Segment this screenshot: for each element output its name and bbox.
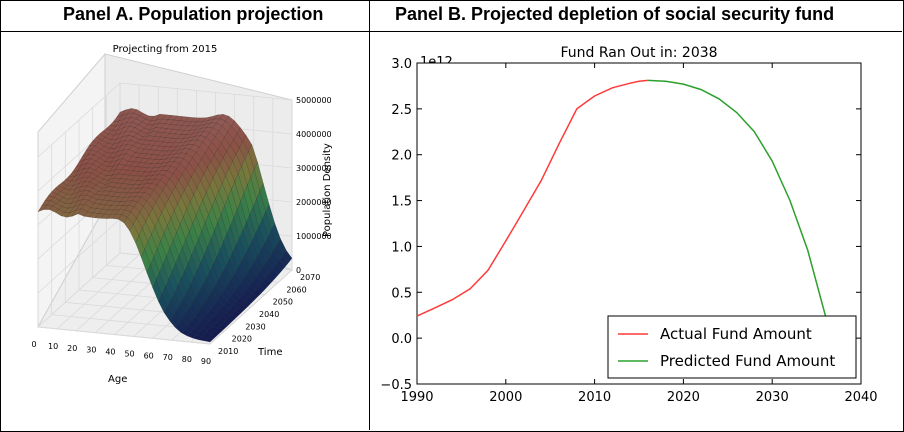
series-line (416, 79, 648, 317)
time-tick-label: 2040 (259, 310, 279, 319)
chart-a-title: Projecting from 2015 (113, 44, 218, 55)
panel-a-title: Panel A. Population projection (63, 4, 324, 24)
time-tick-label: 2070 (300, 273, 320, 282)
age-tick-label: 90 (201, 357, 211, 366)
z-axis-label: Population Density (322, 143, 333, 237)
surface-patch (248, 293, 259, 301)
surface-patch (207, 334, 218, 340)
age-tick-label: 10 (48, 342, 58, 351)
z-tick-label: 4000000 (296, 130, 332, 139)
surface-patch (282, 250, 293, 263)
x-tick-label: 1990 (400, 390, 433, 405)
chart-b-title: Fund Ran Out in: 2038 (560, 45, 717, 61)
header-divider (0, 31, 902, 32)
x-tick-label: 2000 (489, 390, 522, 405)
surface (37, 108, 293, 343)
axes-ticks: 0 10 20 30 40 50 60 70 80 90201020202030204020502… (31, 96, 331, 366)
x-tick-label: 2020 (667, 390, 700, 405)
z-tick-label: 1000000 (296, 232, 332, 241)
surface-patch (227, 314, 238, 321)
age-tick-label: 0 (31, 340, 36, 349)
age-tick-label: 40 (105, 348, 115, 357)
z-tick-label: 2000000 (296, 198, 332, 207)
y-tick-label: 0.0 (391, 332, 412, 347)
z-tick-label: 5000000 (296, 96, 332, 105)
y-tick-label: 1.5 (391, 195, 412, 210)
x-axis-label: Age (108, 374, 127, 385)
age-tick-label: 80 (182, 355, 192, 364)
y-tick-label: 1.0 (391, 240, 412, 255)
population-surface-chart: Projecting from 2015 0 10 20 30 40 50 60 70 80 90… (31, 44, 333, 385)
time-tick-label: 2050 (273, 298, 293, 307)
age-tick-label: 20 (67, 344, 77, 353)
surface-patch (262, 277, 272, 287)
panel-divider (369, 0, 370, 430)
surface-patch (224, 317, 235, 324)
y-tick-label: 2.0 (391, 149, 412, 164)
panel-b-title: Panel B. Projected depletion of social s… (395, 4, 835, 24)
y-tick-label: 2.5 (391, 103, 412, 118)
legend-label: Actual Fund Amount (660, 325, 812, 343)
time-tick-label: 2030 (245, 322, 265, 331)
time-tick-label: 2020 (232, 335, 252, 344)
legend: Actual Fund Amount Predicted Fund Amount (607, 315, 857, 379)
surface-patch (203, 337, 214, 343)
x-tick-label: 2030 (756, 390, 789, 405)
z-tick-label: 0 (296, 266, 301, 275)
y-tick-label: 0.5 (391, 286, 412, 301)
z-tick-label: 3000000 (296, 164, 332, 173)
surface-patch (251, 289, 262, 297)
y-axis-label: Time (257, 347, 282, 358)
surface-patch (234, 307, 245, 314)
age-tick-label: 30 (86, 346, 96, 355)
time-tick-label: 2060 (286, 285, 306, 294)
legend-box (607, 315, 857, 379)
time-tick-label: 2010 (218, 347, 238, 356)
legend-label: Predicted Fund Amount (660, 352, 835, 370)
age-tick-label: 50 (124, 349, 134, 358)
series-lines (416, 79, 832, 339)
surface-patch (275, 259, 286, 272)
fund-depletion-chart: Fund Ran Out in: 2038 1e12 1990200020102… (380, 45, 877, 405)
surface-patch (265, 273, 276, 283)
y-tick-label: 3.0 (391, 57, 412, 72)
y-tick-label: −0.5 (380, 378, 412, 393)
surface-patch (241, 300, 252, 307)
series-line (647, 79, 832, 339)
age-tick-label: 60 (144, 351, 154, 360)
grid-line (37, 157, 211, 345)
age-tick-label: 70 (163, 353, 173, 362)
axes-ticks: 1990 2000 2010 2020 2030 2040 −0.5 0.0 0.5 1.0 1.5… (380, 57, 877, 405)
x-tick-label: 2010 (578, 390, 611, 405)
x-tick-label: 2040 (844, 390, 877, 405)
